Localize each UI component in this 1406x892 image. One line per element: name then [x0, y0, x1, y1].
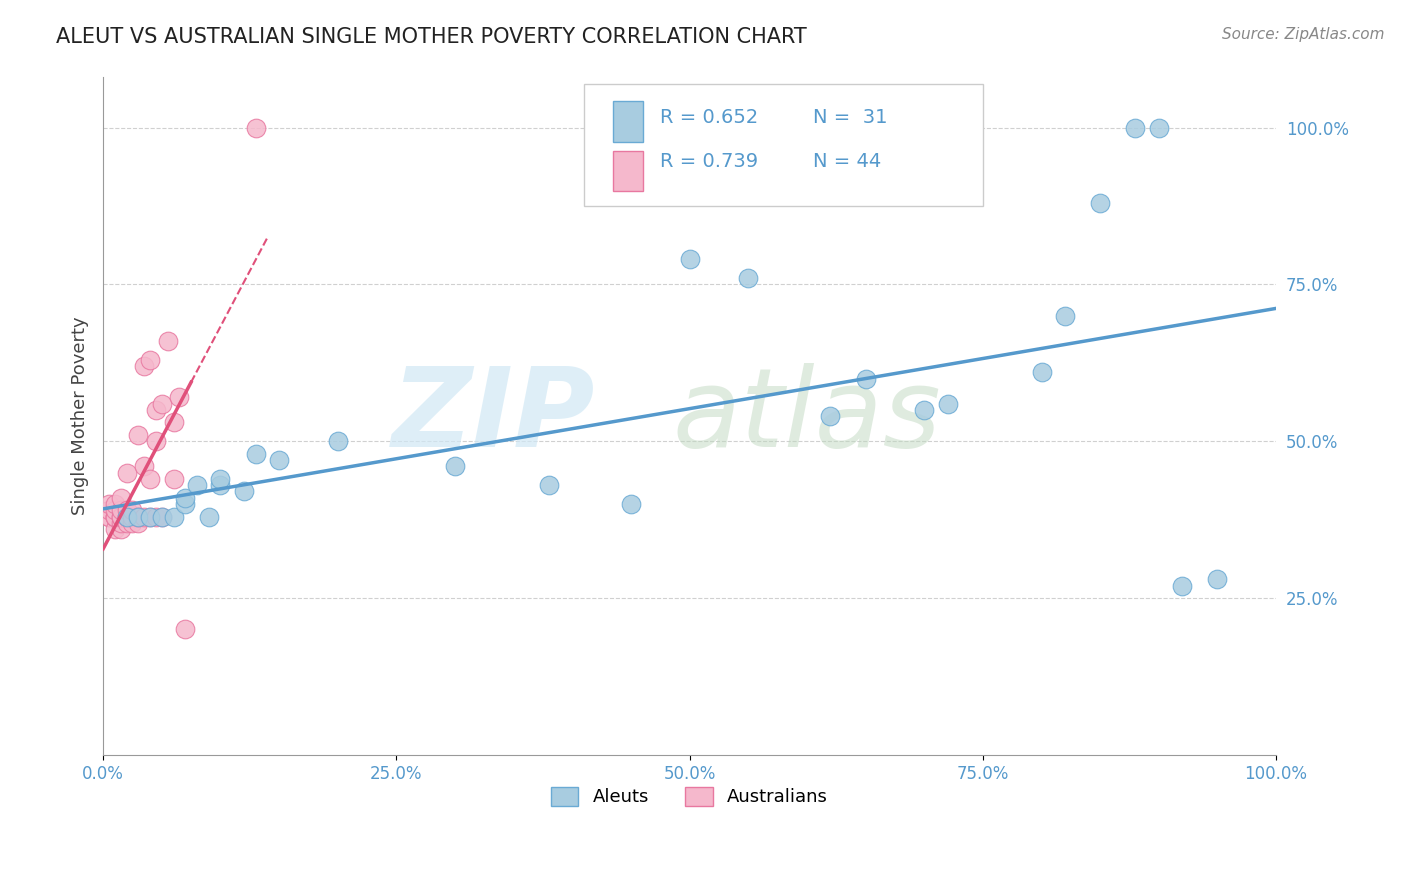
Point [98, 509, 121, 524]
Point [104, 503, 127, 517]
Point [127, 516, 149, 530]
Text: Source: ZipAtlas.com: Source: ZipAtlas.com [1222, 27, 1385, 42]
Point [127, 509, 149, 524]
Point [115, 503, 138, 517]
Point [855, 371, 877, 385]
Point [145, 509, 167, 524]
Point [110, 509, 132, 524]
Point [1147, 120, 1170, 135]
Text: N = 44: N = 44 [813, 152, 882, 171]
Point [134, 509, 156, 524]
Point [110, 503, 132, 517]
Point [150, 509, 173, 524]
FancyBboxPatch shape [613, 151, 643, 191]
Point [1088, 195, 1111, 210]
Text: ZIP: ZIP [392, 363, 596, 470]
Point [110, 509, 132, 524]
Point [121, 503, 143, 517]
Point [267, 453, 290, 467]
Point [139, 472, 162, 486]
Point [150, 509, 173, 524]
Point [1171, 578, 1194, 592]
Point [678, 252, 700, 267]
Point [1123, 120, 1146, 135]
Point [121, 516, 143, 530]
Point [820, 409, 842, 424]
Point [145, 434, 167, 449]
FancyBboxPatch shape [613, 101, 643, 142]
Point [134, 359, 156, 373]
Point [245, 447, 267, 461]
Point [444, 459, 467, 474]
Point [537, 478, 560, 492]
Point [115, 509, 138, 524]
Point [620, 497, 643, 511]
Point [98, 497, 121, 511]
Legend: Aleuts, Australians: Aleuts, Australians [544, 780, 835, 814]
Point [121, 509, 143, 524]
Point [169, 390, 191, 404]
Point [912, 403, 935, 417]
Point [115, 516, 138, 530]
Point [104, 509, 127, 524]
Point [1053, 309, 1076, 323]
Point [197, 509, 219, 524]
Point [110, 522, 132, 536]
Text: R = 0.652: R = 0.652 [661, 108, 759, 127]
Point [209, 472, 232, 486]
Point [104, 509, 127, 524]
Point [134, 459, 156, 474]
Text: atlas: atlas [672, 363, 941, 470]
Point [110, 516, 132, 530]
Point [232, 484, 254, 499]
Point [162, 416, 184, 430]
Point [150, 396, 173, 410]
Point [145, 403, 167, 417]
Point [139, 352, 162, 367]
Point [127, 428, 149, 442]
Point [209, 478, 232, 492]
Point [174, 497, 197, 511]
Point [186, 478, 208, 492]
FancyBboxPatch shape [583, 84, 983, 206]
Point [98, 509, 121, 524]
Text: N =  31: N = 31 [813, 108, 887, 127]
Point [162, 509, 184, 524]
Point [1031, 365, 1053, 379]
Point [737, 271, 759, 285]
Point [104, 509, 127, 524]
Text: R = 0.739: R = 0.739 [661, 152, 758, 171]
Point [110, 491, 132, 505]
Point [174, 491, 197, 505]
Point [326, 434, 349, 449]
Point [139, 509, 162, 524]
Point [115, 509, 138, 524]
Text: ALEUT VS AUSTRALIAN SINGLE MOTHER POVERTY CORRELATION CHART: ALEUT VS AUSTRALIAN SINGLE MOTHER POVERT… [56, 27, 807, 46]
Point [127, 509, 149, 524]
Point [245, 120, 267, 135]
Point [115, 509, 138, 524]
Point [98, 503, 121, 517]
Point [1206, 572, 1229, 586]
Point [139, 509, 162, 524]
Point [174, 623, 197, 637]
Y-axis label: Single Mother Poverty: Single Mother Poverty [72, 317, 89, 516]
Point [936, 396, 959, 410]
Point [115, 466, 138, 480]
Point [104, 522, 127, 536]
Point [162, 472, 184, 486]
Point [104, 497, 127, 511]
Point [156, 334, 179, 348]
